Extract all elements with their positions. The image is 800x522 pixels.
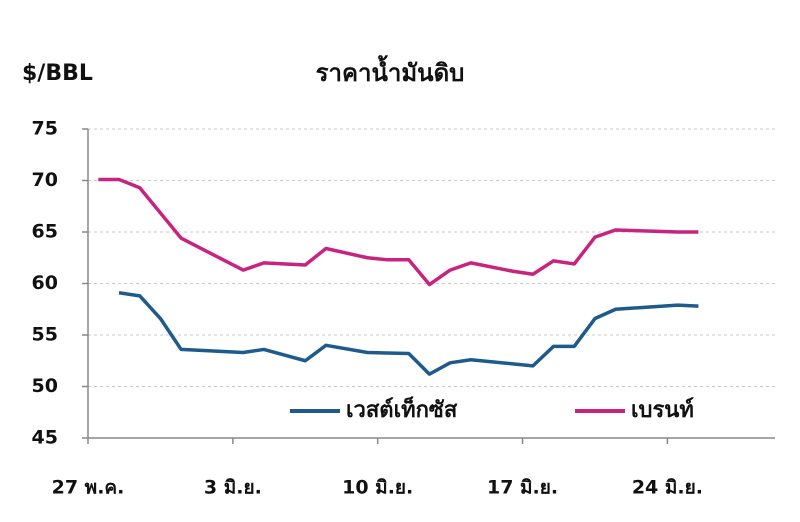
series-line [98, 177, 699, 287]
y-tick-label: 45 [32, 427, 58, 449]
chart-title: ราคาน้ำมันดิบ [316, 54, 465, 87]
x-tick-label: 17 มิ.ย. [487, 477, 558, 499]
y-tick-label: 75 [32, 118, 58, 140]
y-tick-label: 65 [32, 221, 58, 243]
y-tick-label: 60 [32, 272, 58, 294]
y-tick-label: 50 [32, 375, 58, 397]
y-tick-label: 55 [32, 324, 58, 346]
legend-label: เวสต์เท็กซัส [346, 395, 458, 423]
x-tick-label: 27 พ.ค. [52, 477, 125, 499]
y-axis-label: $/BBL [22, 61, 93, 86]
x-tick-label: 10 มิ.ย. [342, 477, 413, 499]
legend-label: เบรนท์ [631, 397, 694, 423]
x-tick-label: 3 มิ.ย. [204, 477, 262, 499]
x-tick-label: 24 มิ.ย. [632, 477, 703, 499]
series-line [118, 291, 699, 376]
y-tick-label: 70 [32, 169, 58, 191]
